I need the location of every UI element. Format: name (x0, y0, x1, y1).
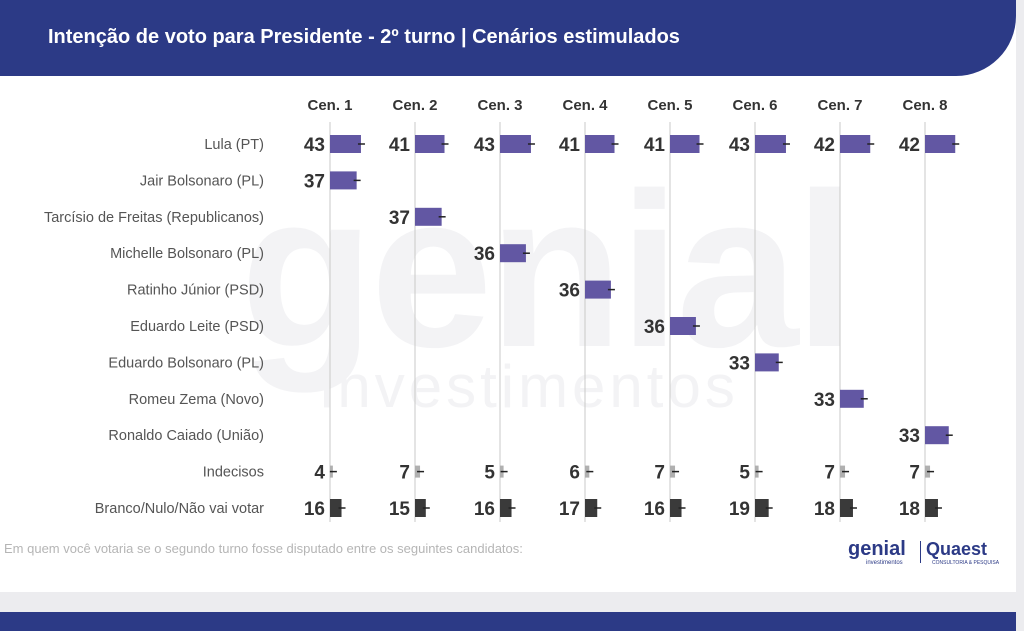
value-label: 17 (559, 499, 580, 520)
bar (500, 244, 526, 263)
row-label: Romeu Zema (Novo) (129, 392, 264, 408)
bar (330, 171, 357, 190)
logo-divider (920, 541, 921, 563)
watermark-brand: genial (240, 147, 856, 393)
bar (585, 499, 598, 517)
bar (755, 499, 769, 517)
value-label: 4 (314, 463, 325, 484)
bar (415, 207, 442, 226)
row-label: Jair Bolsonaro (PL) (140, 173, 264, 189)
quaest-logo-sub: CONSULTORIA & PESQUISA (932, 560, 1000, 566)
value-label: 43 (729, 135, 750, 156)
value-label: 5 (739, 463, 750, 484)
value-label: 43 (304, 135, 325, 156)
value-label: 37 (304, 171, 325, 192)
row-label: Branco/Nulo/Não vai votar (95, 501, 264, 517)
bar (500, 135, 531, 153)
value-label: 41 (559, 135, 581, 156)
bar (585, 280, 611, 299)
value-label: 7 (654, 463, 665, 484)
value-label: 7 (399, 463, 410, 484)
value-label: 36 (474, 244, 495, 265)
bar (500, 499, 512, 517)
scenario-header: Cen. 1 (307, 97, 352, 114)
value-label: 33 (814, 390, 835, 411)
value-label: 18 (814, 499, 835, 520)
bar (415, 135, 445, 153)
value-label: 5 (484, 463, 495, 484)
row-label: Michelle Bolsonaro (PL) (110, 246, 264, 262)
bar (925, 426, 949, 445)
value-label: 43 (474, 135, 495, 156)
scenario-header: Cen. 7 (817, 97, 862, 114)
bar (925, 135, 956, 153)
scenario-header: Cen. 8 (902, 97, 947, 114)
bar (670, 499, 682, 517)
bar (415, 499, 426, 517)
scenario-header: Cen. 4 (562, 97, 608, 114)
value-label: 16 (474, 499, 495, 520)
row-label: Lula (PT) (204, 137, 264, 153)
bar (840, 499, 853, 517)
scenario-header: Cen. 6 (732, 97, 777, 114)
vote-intention-chart: Cen. 1 Cen. 2 Cen. 3 Cen. 4 Cen. 5 Cen. 6 Cen.… (44, 97, 960, 522)
value-label: 36 (644, 317, 665, 338)
scenario-header: Cen. 5 (647, 97, 692, 114)
bar (670, 135, 700, 153)
value-label: 36 (559, 281, 580, 302)
scenario-header: Cen. 2 (392, 97, 437, 114)
genial-logo: genial (848, 538, 906, 560)
value-label: 19 (729, 499, 750, 520)
value-label: 16 (304, 499, 325, 520)
value-label: 37 (389, 208, 410, 229)
value-label: 16 (644, 499, 665, 520)
bar (840, 389, 864, 408)
bar (840, 135, 871, 153)
value-label: 7 (909, 463, 920, 484)
quaest-logo: Quaest (926, 539, 988, 559)
bar (330, 135, 361, 153)
chart-card: genial investimentos Intenção de voto pa… (0, 0, 1016, 592)
value-label: 7 (824, 463, 835, 484)
row-label: Tarcísio de Freitas (Republicanos) (44, 210, 264, 226)
watermark-subtitle: investimentos (320, 353, 739, 420)
bar (670, 317, 696, 335)
bar (925, 499, 938, 517)
question-footnote: Em quem você votaria se o segundo turno … (4, 541, 523, 556)
row-label: Indecisos (203, 465, 264, 481)
scenario-header: Cen. 3 (477, 97, 522, 114)
bar (585, 135, 615, 153)
value-label: 6 (569, 463, 580, 484)
row-label: Eduardo Leite (PSD) (130, 319, 264, 335)
value-label: 42 (899, 135, 920, 156)
row-label: Ronaldo Caiado (União) (108, 428, 264, 444)
value-label: 42 (814, 135, 835, 156)
header-banner: Intenção de voto para Presidente - 2º tu… (0, 0, 1016, 76)
genial-logo-sub: investimentos (866, 560, 903, 566)
bar (330, 499, 342, 517)
value-label: 41 (644, 135, 666, 156)
row-label: Eduardo Bolsonaro (PL) (108, 355, 264, 371)
value-label: 18 (899, 499, 920, 520)
value-label: 33 (899, 426, 920, 447)
logos: genial investimentos Quaest CONSULTORIA … (848, 538, 1000, 570)
page-title: Intenção de voto para Presidente - 2º tu… (48, 26, 680, 48)
value-label: 15 (389, 499, 411, 520)
value-label: 33 (729, 353, 750, 374)
row-label: Ratinho Júnior (PSD) (127, 283, 264, 299)
next-slide-band (0, 612, 1016, 631)
bar (755, 135, 786, 153)
bar (755, 353, 779, 372)
value-label: 41 (389, 135, 411, 156)
